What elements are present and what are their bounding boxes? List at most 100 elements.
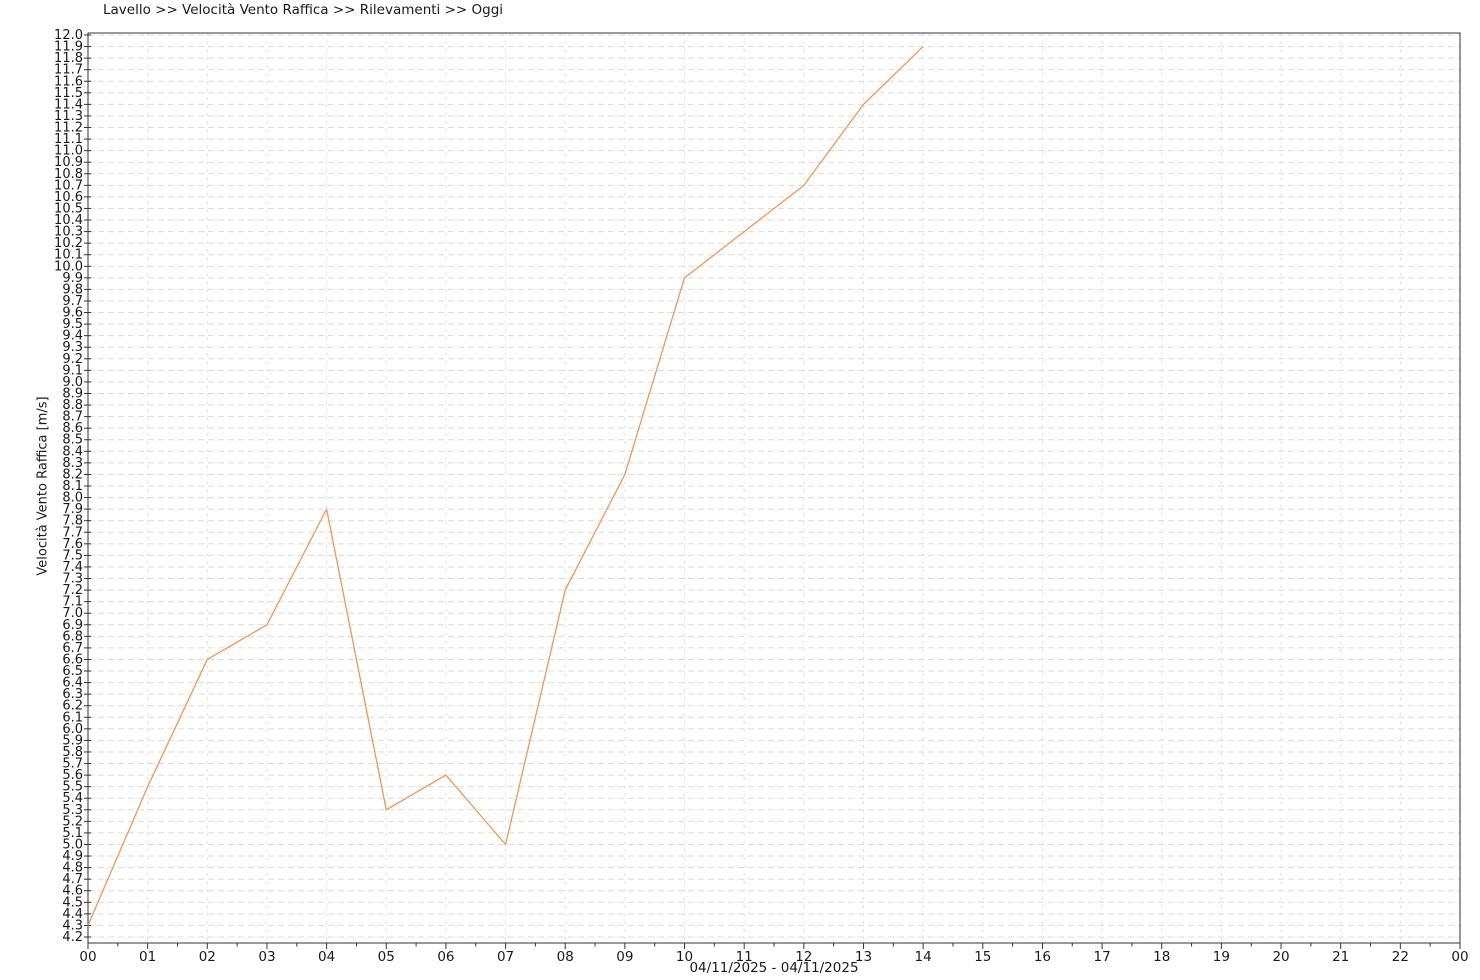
- y-tick-label: 5.5: [62, 780, 83, 795]
- y-tick-label: 5.2: [62, 814, 83, 829]
- y-tick-label: 7.9: [62, 502, 83, 517]
- y-tick-label: 11.4: [54, 97, 83, 112]
- y-tick-label: 10.7: [54, 178, 83, 193]
- y-tick-label: 7.7: [62, 525, 83, 540]
- y-tick-label: 4.3: [62, 918, 83, 933]
- x-tick-label: 10: [676, 949, 693, 965]
- y-tick-label: 10.6: [54, 190, 83, 205]
- y-tick-label: 6.0: [62, 722, 83, 737]
- y-tick-label: 9.9: [62, 271, 83, 286]
- y-tick-label: 11.6: [54, 74, 83, 89]
- y-tick-label: 11.1: [54, 132, 83, 147]
- y-tick-label: 6.9: [62, 618, 83, 633]
- y-tick-label: 9.4: [62, 329, 83, 344]
- y-tick-label: 8.3: [62, 456, 83, 471]
- y-tick-label: 5.1: [62, 826, 83, 841]
- y-tick-label: 5.7: [62, 757, 83, 772]
- y-tick-label: 6.4: [62, 676, 83, 691]
- y-tick-label: 11.3: [54, 109, 83, 124]
- x-tick-label: 12: [795, 949, 812, 965]
- x-tick-label: 18: [1153, 949, 1170, 965]
- y-tick-label: 8.5: [62, 433, 83, 448]
- y-tick-label: 7.3: [62, 572, 83, 587]
- y-tick-label: 5.8: [62, 745, 83, 760]
- y-tick-label: 9.7: [62, 294, 83, 309]
- x-tick-label: 01: [139, 949, 156, 965]
- y-tick-label: 4.6: [62, 884, 83, 899]
- y-tick-label: 9.5: [62, 317, 83, 332]
- y-tick-label: 11.0: [54, 144, 83, 159]
- y-tick-label: 6.7: [62, 641, 83, 656]
- y-tick-label: 10.3: [54, 225, 83, 240]
- y-tick-label: 10.5: [54, 201, 83, 216]
- y-tick-label: 4.8: [62, 861, 83, 876]
- y-tick-label: 10.0: [54, 259, 83, 274]
- y-tick-label: 8.8: [62, 398, 83, 413]
- y-tick-label: 4.9: [62, 849, 83, 864]
- y-tick-label: 11.5: [54, 86, 83, 101]
- x-tick-label: 08: [557, 949, 574, 965]
- y-tick-label: 5.3: [62, 803, 83, 818]
- y-tick-label: 9.1: [62, 363, 83, 378]
- y-tick-label: 8.1: [62, 479, 83, 494]
- x-tick-label: 09: [616, 949, 633, 965]
- y-tick-label: 5.0: [62, 837, 83, 852]
- y-tick-label: 5.9: [62, 733, 83, 748]
- y-tick-label: 7.1: [62, 595, 83, 610]
- y-tick-label: 11.9: [54, 40, 83, 55]
- x-tick-label: 19: [1213, 949, 1230, 965]
- y-tick-label: 11.7: [54, 63, 83, 78]
- x-tick-label: 17: [1093, 949, 1110, 965]
- y-tick-label: 4.5: [62, 895, 83, 910]
- wind-gust-series-line: [87, 46, 924, 926]
- y-tick-label: 5.4: [62, 791, 83, 806]
- y-tick-label: 9.6: [62, 306, 83, 321]
- x-tick-label: 03: [258, 949, 275, 965]
- x-tick-label: 06: [437, 949, 454, 965]
- x-tick-label: 16: [1034, 949, 1051, 965]
- y-tick-label: 9.0: [62, 375, 83, 390]
- y-tick-label: 11.2: [54, 121, 83, 136]
- y-tick-label: 5.6: [62, 768, 83, 783]
- y-tick-label: 9.3: [62, 340, 83, 355]
- x-tick-label: 11: [736, 949, 753, 965]
- x-tick-label: 07: [497, 949, 514, 965]
- y-tick-label: 8.2: [62, 467, 83, 482]
- x-tick-label: 04: [318, 949, 335, 965]
- y-tick-label: 10.9: [54, 155, 83, 170]
- y-tick-label: 6.6: [62, 652, 83, 667]
- x-tick-label: 22: [1392, 949, 1409, 965]
- y-tick-label: 10.1: [54, 248, 83, 263]
- y-tick-label: 7.2: [62, 583, 83, 598]
- y-tick-label: 8.6: [62, 421, 83, 436]
- x-tick-label: 13: [855, 949, 872, 965]
- y-tick-label: 6.1: [62, 710, 83, 725]
- y-tick-label: 7.5: [62, 548, 83, 563]
- x-tick-label: 15: [974, 949, 991, 965]
- y-tick-label: 4.2: [62, 930, 83, 945]
- y-tick-label: 6.5: [62, 664, 83, 679]
- y-tick-label: 4.7: [62, 872, 83, 887]
- y-tick-label: 7.4: [62, 560, 83, 575]
- x-tick-label: 05: [378, 949, 395, 965]
- y-tick-label: 6.2: [62, 699, 83, 714]
- x-tick-label: 00: [79, 949, 96, 965]
- y-tick-label: 7.0: [62, 606, 83, 621]
- y-tick-label: 8.7: [62, 410, 83, 425]
- y-tick-label: 8.0: [62, 491, 83, 506]
- y-tick-label: 8.9: [62, 386, 83, 401]
- y-tick-label: 7.8: [62, 514, 83, 529]
- chart-title: Lavello >> Velocità Vento Raffica >> Ril…: [103, 2, 504, 18]
- y-tick-label: 10.8: [54, 167, 83, 182]
- x-axis-date-label: 04/11/2025 - 04/11/2025: [689, 960, 859, 976]
- y-tick-label: 10.4: [54, 213, 83, 228]
- x-tick-label: 20: [1272, 949, 1289, 965]
- y-tick-label: 12.0: [54, 28, 83, 43]
- x-tick-label: 21: [1332, 949, 1349, 965]
- y-tick-label: 8.4: [62, 444, 83, 459]
- y-tick-label: 6.8: [62, 629, 83, 644]
- y-tick-label: 9.2: [62, 352, 83, 367]
- y-tick-label: 11.8: [54, 51, 83, 66]
